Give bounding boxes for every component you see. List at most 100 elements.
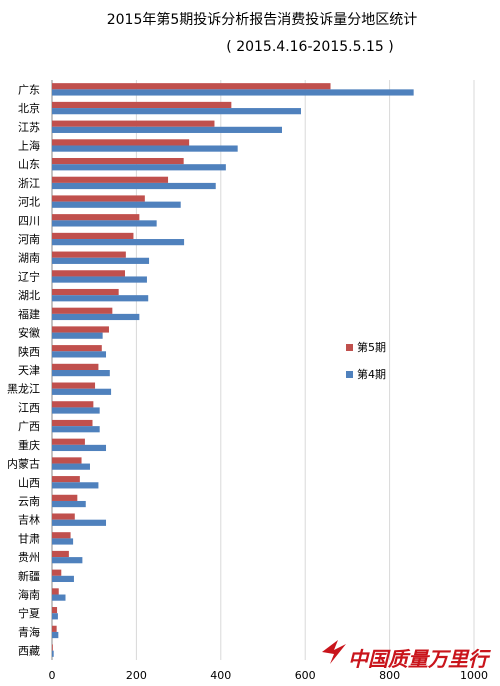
bar-period4 [52, 313, 140, 321]
category-label: 山东 [18, 158, 40, 171]
bar-period5 [52, 476, 80, 483]
bar-period5 [52, 139, 190, 146]
category-label: 湖南 [18, 252, 40, 265]
category-label: 湖北 [18, 289, 40, 302]
bar-period4 [52, 463, 90, 470]
bar-period4 [52, 351, 107, 358]
bar-period4 [52, 594, 66, 601]
bar-period4 [52, 220, 157, 227]
category-label: 内蒙古 [7, 457, 40, 471]
bar-period5 [52, 513, 75, 520]
x-tick-label: 1000 [460, 669, 488, 682]
bar-period5 [52, 120, 215, 127]
svg-text:中国质量万里行: 中国质量万里行 [348, 647, 491, 671]
bar-period4 [52, 201, 181, 208]
category-label: 北京 [18, 101, 40, 115]
bar-period5 [52, 419, 93, 427]
bar-period5 [52, 195, 145, 202]
category-label: 陕西 [18, 344, 40, 358]
chart-title: 2015年第5期投诉分析报告消费投诉量分地区统计 [107, 11, 418, 28]
category-label: 福建 [18, 307, 40, 321]
category-label: 浙江 [18, 177, 40, 190]
legend-label: 第5期 [357, 340, 386, 354]
bar-period4 [52, 276, 147, 283]
category-label: 江苏 [18, 121, 40, 134]
x-tick-label: 600 [295, 669, 316, 682]
bar-period5 [52, 401, 94, 408]
bar-period5 [52, 83, 331, 90]
category-label: 宁夏 [18, 606, 40, 620]
x-tick-label: 800 [379, 669, 400, 682]
bar-period4 [52, 89, 414, 96]
bar-period4 [52, 388, 112, 395]
bar-period5 [52, 101, 232, 109]
category-label: 西藏 [18, 645, 40, 658]
bar-period5 [52, 176, 169, 183]
bar-period5 [52, 607, 58, 614]
bar-period5 [52, 157, 184, 165]
chart-subtitle: ( 2015.4.16-2015.5.15 ) [226, 39, 393, 55]
category-label: 上海 [18, 138, 40, 152]
bar-period5 [52, 625, 57, 632]
bar-period4 [52, 519, 107, 526]
bar-period4 [52, 332, 103, 339]
bar-period4 [52, 482, 99, 489]
bar-period5 [52, 494, 78, 501]
bar-period4 [52, 182, 216, 190]
category-label: 辽宁 [18, 269, 40, 283]
bar-period5 [52, 214, 140, 221]
bar-period4 [52, 631, 59, 639]
category-label: 云南 [18, 495, 40, 508]
category-label: 山西 [18, 476, 40, 489]
bar-period4 [52, 164, 226, 171]
bar-period4 [52, 239, 185, 246]
bar-period5 [52, 550, 69, 558]
bar-period5 [52, 438, 85, 445]
bar-period4 [52, 257, 150, 264]
category-label: 广西 [18, 420, 40, 433]
bar-period5 [52, 569, 62, 576]
bar-period5 [52, 288, 119, 296]
bars [52, 83, 414, 657]
x-tick-label: 200 [126, 669, 147, 682]
category-label: 青海 [18, 625, 40, 639]
legend-swatch [346, 344, 353, 351]
bar-period4 [52, 538, 74, 545]
legend-swatch [346, 371, 353, 378]
x-tick-label: 400 [210, 669, 231, 682]
bar-period5 [52, 532, 71, 539]
bar-period5 [52, 588, 59, 595]
category-label: 贵州 [18, 551, 40, 564]
category-label: 吉林 [18, 513, 40, 527]
category-label: 安徽 [18, 326, 40, 340]
bar-period4 [52, 126, 282, 133]
bar-period5 [52, 270, 126, 277]
bar-period5 [52, 644, 53, 651]
bar-period4 [52, 370, 110, 377]
bar-period4 [52, 500, 86, 508]
gridlines [51, 80, 475, 660]
bar-period4 [52, 108, 301, 115]
legend-label: 第4期 [357, 367, 386, 381]
bar-period4 [52, 650, 54, 657]
bar-period4 [52, 145, 238, 152]
bar-period4 [52, 613, 58, 620]
category-label: 黑龙江 [7, 383, 40, 396]
category-label: 甘肃 [18, 532, 40, 545]
bar-period5 [52, 326, 109, 333]
bar-period5 [52, 345, 102, 352]
category-label: 海南 [18, 588, 40, 602]
category-label: 江西 [18, 401, 40, 414]
x-tick-label: 0 [49, 669, 56, 682]
x-tick-labels: 0 200 400 600 800 1000 [49, 669, 489, 682]
category-label: 天津 [18, 364, 40, 377]
bar-period5 [52, 251, 126, 258]
watermark-logo: 中国质量万里行 [322, 640, 491, 671]
bar-period4 [52, 407, 100, 414]
category-label: 四川 [18, 214, 40, 227]
category-label: 河北 [18, 196, 40, 209]
bar-period4 [52, 575, 74, 583]
category-labels: 广东北京江苏上海山东浙江河北四川河南湖南辽宁湖北福建安徽陕西天津黑龙江江西广西重… [7, 83, 40, 657]
